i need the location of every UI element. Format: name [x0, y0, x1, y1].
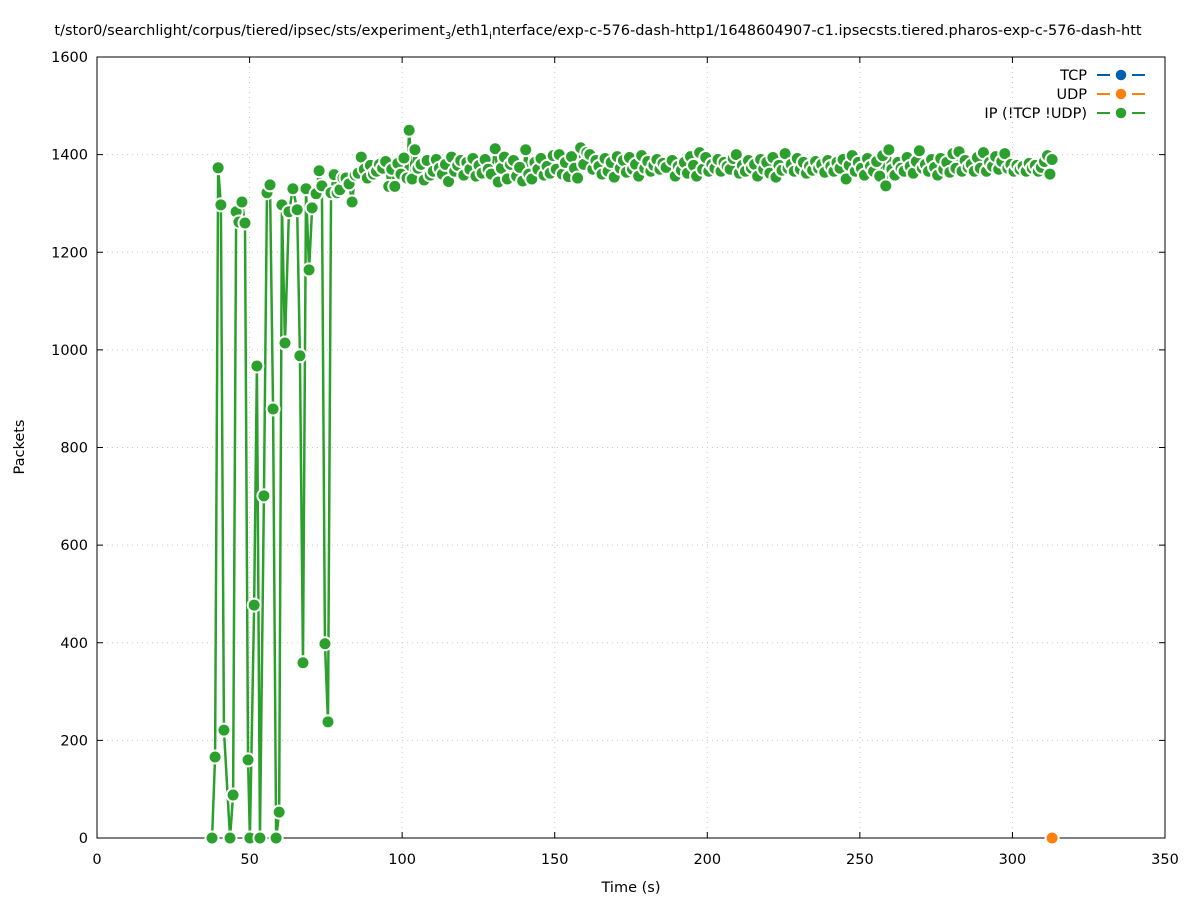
data-point	[237, 215, 253, 231]
data-point	[301, 262, 317, 278]
legend-label: UDP	[1056, 87, 1087, 103]
series-ip-tcp-udp-	[204, 122, 1060, 846]
x-tick-label: 150	[541, 852, 569, 868]
data-point	[320, 714, 336, 730]
series-line	[210, 130, 1054, 839]
data-point	[911, 143, 927, 159]
data-point	[881, 142, 897, 158]
data-point	[268, 830, 284, 846]
x-tick-label: 350	[1151, 852, 1179, 868]
data-point	[246, 597, 262, 613]
data-point	[207, 749, 223, 765]
data-point	[295, 655, 311, 671]
data-point	[210, 160, 226, 176]
axes: 0 50 100 150 200 250 300 350 0 200 400 600 800 1000 12…	[51, 50, 1179, 868]
data-point	[216, 722, 232, 738]
data-point	[271, 804, 287, 820]
data-point	[213, 197, 229, 213]
title-part: nterface/exp-c-576-dash-http1/1648604907…	[492, 23, 1142, 39]
data-point	[265, 401, 281, 417]
x-axis-label: Time (s)	[601, 880, 661, 896]
data-point	[487, 141, 503, 157]
data-point	[396, 150, 412, 166]
title-subscript: i	[489, 31, 492, 42]
data-point	[240, 752, 256, 768]
data-point	[304, 200, 320, 216]
data-point	[256, 488, 272, 504]
data-point	[311, 163, 327, 179]
data-point	[289, 202, 305, 218]
data-point	[1044, 152, 1060, 168]
data-point	[252, 830, 268, 846]
data-point	[292, 348, 308, 364]
title-part: /eth1	[451, 23, 489, 39]
y-tick-label: 1000	[51, 343, 88, 359]
data-point	[401, 122, 417, 138]
y-tick-label: 1600	[51, 50, 88, 66]
data-point	[249, 358, 265, 374]
y-tick-label: 0	[79, 831, 88, 847]
data-point	[1044, 830, 1060, 846]
legend-marker	[1114, 68, 1128, 82]
data-point	[1042, 166, 1058, 182]
x-tick-label: 300	[999, 852, 1027, 868]
data-point	[204, 830, 220, 846]
data-point	[878, 178, 894, 194]
data-point	[518, 142, 534, 158]
chart-title: t/stor0/searchlight/corpus/tiered/ipsec/…	[54, 23, 1141, 42]
data-point	[317, 636, 333, 652]
series-udp	[1044, 830, 1060, 846]
y-tick-label: 1200	[51, 245, 88, 261]
data-point	[570, 170, 586, 186]
y-axis-label: Packets	[12, 420, 28, 475]
legend: TCP UDP IP (!TCP !UDP)	[984, 68, 1145, 122]
x-tick-label: 50	[240, 852, 258, 868]
y-tick-label: 1400	[51, 148, 88, 164]
data-point	[407, 142, 423, 158]
data-point	[222, 830, 238, 846]
data-point	[277, 335, 293, 351]
x-tick-label: 200	[693, 852, 721, 868]
data-point	[234, 194, 250, 210]
data-point	[225, 787, 241, 803]
y-tick-label: 200	[60, 733, 88, 749]
y-tick-label: 800	[60, 441, 88, 457]
series-layer	[204, 122, 1060, 846]
legend-marker	[1114, 106, 1128, 120]
legend-marker	[1114, 87, 1128, 101]
x-tick-label: 0	[92, 852, 101, 868]
title-subscript: 3	[445, 31, 451, 42]
data-point	[285, 181, 301, 197]
x-tick-label: 100	[388, 852, 416, 868]
data-point	[262, 177, 278, 193]
data-point	[387, 178, 403, 194]
x-tick-label: 250	[846, 852, 874, 868]
data-point	[344, 194, 360, 210]
legend-label: IP (!TCP !UDP)	[984, 106, 1087, 122]
y-tick-label: 400	[60, 636, 88, 652]
legend-label: TCP	[1059, 68, 1087, 84]
title-part: t/stor0/searchlight/corpus/tiered/ipsec/…	[54, 23, 445, 39]
y-tick-label: 600	[60, 538, 88, 554]
plot-border	[96, 56, 1166, 839]
